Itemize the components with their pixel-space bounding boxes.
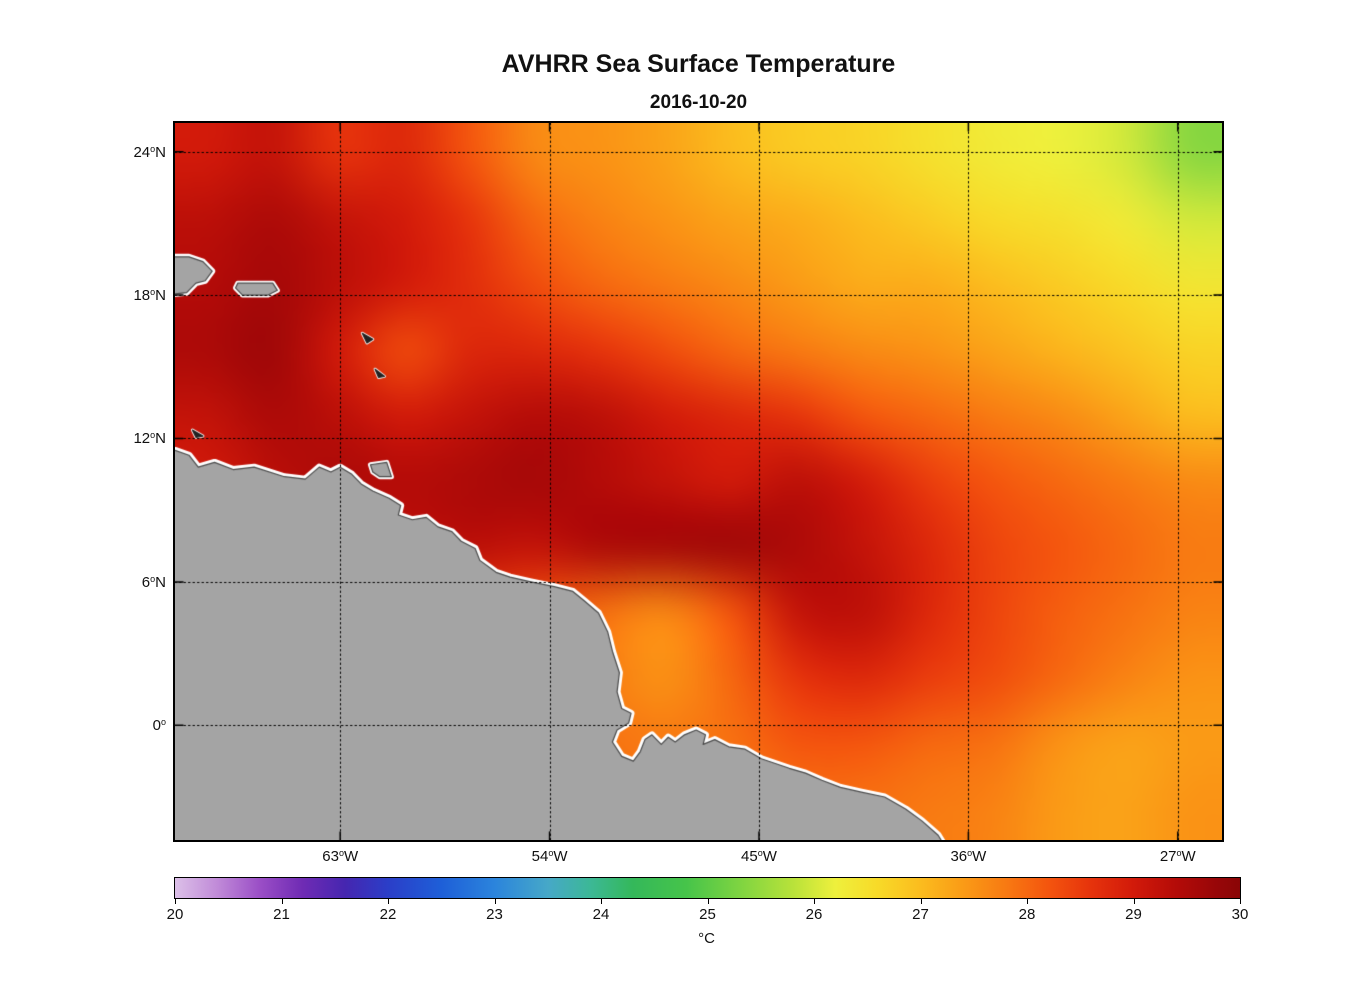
colorbar-tick-label: 30	[1231, 906, 1249, 923]
colorbar-tick-mark	[1240, 899, 1241, 904]
colorbar-tick-mark	[814, 899, 815, 904]
y-axis-tick-label: 18oN	[133, 287, 166, 305]
figure-title: AVHRR Sea Surface Temperature	[501, 50, 896, 78]
colorbar-tick-mark	[1027, 899, 1028, 904]
colorbar-tick-label: 27	[912, 906, 929, 923]
sst-heatmap-canvas	[175, 123, 1222, 840]
colorbar-tick-label: 25	[699, 906, 716, 923]
colorbar-tick-mark	[920, 899, 922, 904]
map-plot-area	[173, 121, 1224, 842]
figure-subtitle: 2016-10-20	[649, 92, 748, 113]
y-axis-tick-label: 24oN	[133, 143, 166, 161]
y-axis-tick-label: 6oN	[141, 573, 166, 591]
colorbar-tick-mark	[175, 899, 176, 904]
colorbar-tick-label: 29	[1125, 906, 1142, 923]
colorbar-tick-mark	[281, 899, 283, 904]
colorbar-tick-label: 22	[379, 906, 397, 923]
colorbar-tick-label: 23	[486, 906, 503, 923]
colorbar-tick-label: 21	[273, 906, 290, 923]
x-axis-tick-label: 63oW	[322, 848, 359, 865]
y-axis-tick-label: 0o	[152, 717, 166, 735]
x-axis-tick-label: 27oW	[1159, 848, 1196, 865]
colorbar-tick-label: 26	[805, 906, 823, 923]
x-axis-tick-label: 45oW	[741, 848, 777, 865]
x-axis-tick-label: 36oW	[950, 848, 987, 865]
colorbar-tick-mark	[388, 899, 389, 904]
colorbar-tick-mark	[1133, 899, 1135, 904]
colorbar	[174, 877, 1241, 899]
x-axis-tick-label: 54oW	[531, 848, 568, 865]
colorbar-tick-label: 20	[166, 906, 184, 923]
colorbar-tick-mark	[494, 899, 496, 904]
y-axis-tick-label: 12oN	[133, 430, 166, 448]
colorbar-tick-mark	[601, 899, 602, 904]
colorbar-tick-label: 24	[592, 906, 610, 923]
colorbar-tick-mark	[707, 899, 709, 904]
colorbar-unit-label: °C	[698, 930, 715, 947]
colorbar-tick-label: 28	[1018, 906, 1036, 923]
